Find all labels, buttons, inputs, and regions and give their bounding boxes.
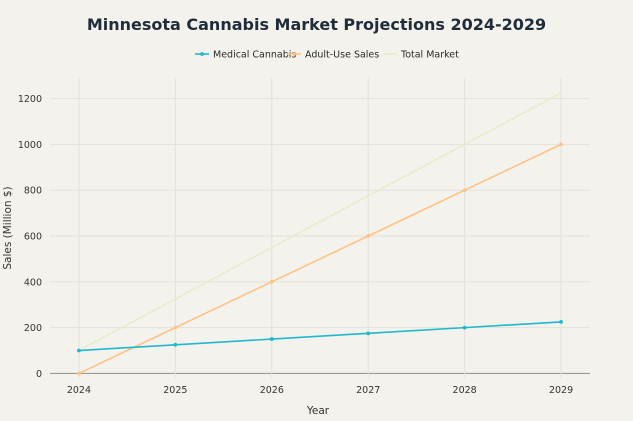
- legend-marker-adult-use-sales: [292, 52, 296, 56]
- medical-cannabis-point: [462, 325, 467, 330]
- x-tick-label: 2028: [453, 385, 477, 396]
- y-tick-label: 1200: [18, 94, 42, 105]
- adult-use-sales-line: [78, 143, 562, 375]
- adult-use-sales-point: [559, 142, 563, 147]
- y-tick-label: 800: [24, 186, 42, 197]
- grid: [50, 78, 590, 378]
- x-tick-label: 2025: [163, 385, 187, 396]
- x-tick-label: 2026: [260, 385, 284, 396]
- x-axis-label: Year: [306, 405, 330, 417]
- adult-use-sales-point: [77, 371, 81, 376]
- medical-cannabis-point: [173, 342, 178, 347]
- x-axis: 2024 2025 2026 2027 2028 2029: [67, 385, 573, 396]
- x-tick-label: 2027: [356, 385, 380, 396]
- y-tick-label: 200: [24, 323, 42, 334]
- medical-cannabis-point: [269, 337, 274, 341]
- y-axis-label: Sales (Million $): [2, 186, 14, 269]
- medical-cannabis-point: [77, 348, 81, 353]
- medical-cannabis-point: [559, 319, 563, 324]
- legend-label-adult-use-sales: Adult-Use Sales: [305, 49, 379, 60]
- series: [77, 92, 563, 376]
- x-tick-label: 2024: [67, 385, 91, 396]
- y-tick-label: 1000: [18, 140, 42, 151]
- medical-cannabis-point: [366, 331, 371, 336]
- y-tick-label: 400: [24, 277, 42, 288]
- legend-label-total-market: Total Market: [400, 49, 459, 60]
- medical-cannabis-line: [78, 321, 562, 352]
- y-tick-label: 0: [36, 369, 42, 380]
- y-axis: 0 200 400 600 800 1000 1200: [18, 94, 42, 380]
- adult-use-sales-point: [269, 279, 274, 284]
- total-market-line: [78, 92, 562, 352]
- adult-use-sales-point: [462, 188, 467, 193]
- legend: Medical Cannabis Adult-Use Sales Total Mar…: [195, 49, 459, 60]
- adult-use-sales-point: [366, 234, 371, 238]
- chart-title: Minnesota Cannabis Market Projections 20…: [87, 15, 546, 34]
- legend-marker-medical-cannabis: [200, 52, 204, 56]
- x-tick-label: 2029: [549, 385, 573, 396]
- y-tick-label: 600: [24, 232, 42, 243]
- adult-use-sales-point: [173, 325, 178, 330]
- legend-label-medical-cannabis: Medical Cannabis: [213, 49, 296, 60]
